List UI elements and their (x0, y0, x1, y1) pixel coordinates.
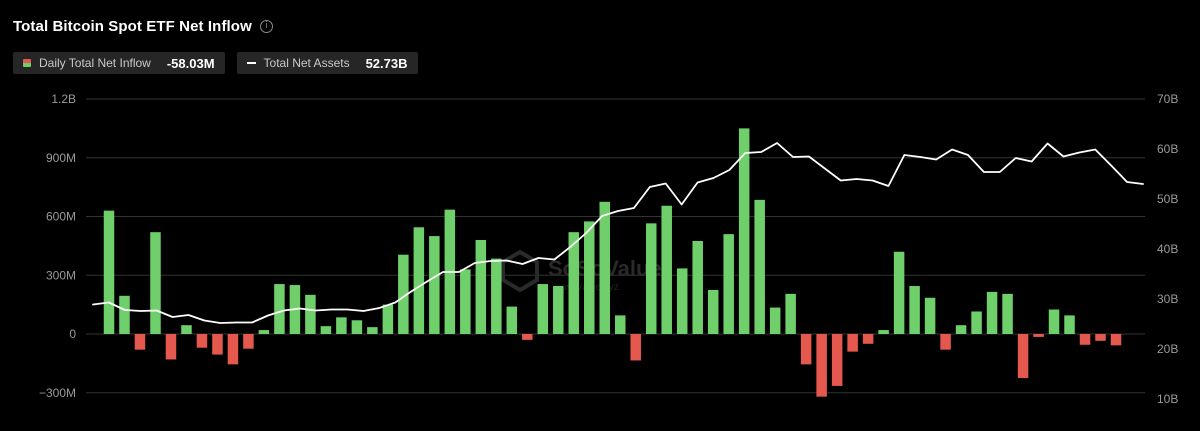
line-swatch-icon (246, 62, 256, 64)
left-tick-label: 600M (46, 210, 76, 224)
chart-header: Total Bitcoin Spot ETF Net Inflow i (13, 18, 273, 35)
inflow-bar[interactable] (553, 286, 564, 334)
right-tick-label: 20B (1157, 342, 1178, 356)
inflow-bar[interactable] (398, 254, 409, 334)
inflow-bar[interactable] (1033, 334, 1044, 337)
inflow-bar[interactable] (1110, 334, 1122, 346)
assets-line (92, 142, 1144, 324)
inflow-bar[interactable] (258, 330, 270, 334)
info-circle-icon[interactable]: i (259, 20, 273, 33)
inflow-bar[interactable] (336, 317, 347, 334)
inflow-bar[interactable] (940, 334, 951, 350)
inflow-bar[interactable] (367, 327, 378, 334)
right-tick-label: 10B (1157, 392, 1178, 406)
inflow-bar[interactable] (955, 325, 967, 334)
inflow-bar[interactable] (723, 234, 734, 335)
inflow-bar[interactable] (537, 284, 549, 334)
inflow-bar[interactable] (692, 240, 703, 334)
inflow-bar[interactable] (227, 334, 239, 365)
left-axis: 1.2B 900M 600M 300M 0 −300M (39, 92, 76, 400)
inflow-bar[interactable] (738, 128, 750, 335)
left-tick-label: 900M (46, 151, 76, 165)
inflow-bar[interactable] (196, 334, 208, 348)
inflow-bar[interactable] (351, 320, 363, 334)
inflow-bar[interactable] (986, 291, 998, 334)
right-tick-label: 40B (1157, 242, 1178, 256)
inflow-bar[interactable] (816, 334, 827, 397)
left-tick-label: 0 (69, 327, 76, 341)
inflow-bar[interactable] (181, 325, 192, 334)
inflow-bar[interactable] (1079, 334, 1091, 345)
legend-inflow-label: Daily Total Net Inflow (39, 56, 151, 70)
legend-assets-label: Total Net Assets (263, 56, 350, 70)
inflow-bar[interactable] (599, 201, 611, 334)
inflow-bar[interactable] (1002, 293, 1013, 334)
left-tick-label: 1.2B (51, 92, 76, 106)
inflow-bar[interactable] (212, 334, 223, 355)
legend-daily-inflow[interactable]: Daily Total Net Inflow -58.03M (13, 52, 225, 74)
inflow-bar[interactable] (878, 330, 889, 334)
inflow-bar[interactable] (584, 221, 595, 334)
inflow-bar[interactable] (150, 232, 161, 334)
right-tick-label: 30B (1157, 292, 1178, 306)
left-tick-label: 300M (46, 268, 76, 282)
inflow-bar[interactable] (475, 240, 487, 334)
inflow-bar[interactable] (909, 286, 920, 334)
inflow-bars (103, 128, 1122, 397)
inflow-bar[interactable] (320, 326, 332, 334)
inflow-bar[interactable] (769, 307, 781, 334)
inflow-bar[interactable] (413, 227, 425, 334)
legend-inflow-value: -58.03M (166, 55, 215, 71)
inflow-bar[interactable] (1017, 334, 1029, 379)
inflow-bar[interactable] (460, 269, 471, 335)
chart-title: Total Bitcoin Spot ETF Net Inflow (13, 18, 252, 35)
inflow-bar[interactable] (506, 306, 518, 334)
inflow-bar[interactable] (645, 223, 657, 334)
inflow-bar[interactable] (243, 334, 254, 349)
inflow-bar[interactable] (522, 334, 533, 340)
inflow-bar[interactable] (134, 334, 146, 350)
inflow-bar[interactable] (429, 236, 440, 334)
inflow-bar[interactable] (707, 289, 719, 334)
inflow-bar[interactable] (630, 334, 641, 361)
inflow-bar[interactable] (491, 258, 502, 334)
watermark-logo-icon (501, 249, 539, 293)
inflow-bar[interactable] (754, 199, 765, 334)
inflow-bar[interactable] (103, 210, 115, 335)
inflow-bar[interactable] (165, 334, 177, 360)
inflow-bar[interactable] (676, 268, 688, 334)
inflow-bar[interactable] (119, 295, 130, 334)
inflow-bar[interactable] (924, 297, 936, 334)
inflow-bar[interactable] (305, 294, 316, 334)
inflow-bar[interactable] (615, 315, 626, 334)
inflow-swatch-icon (23, 59, 31, 67)
inflow-bar[interactable] (568, 232, 580, 334)
inflow-bar[interactable] (661, 205, 672, 334)
inflow-bar[interactable] (1048, 309, 1060, 334)
left-tick-label: −300M (39, 386, 76, 400)
inflow-bar[interactable] (382, 304, 394, 335)
inflow-bar[interactable] (862, 334, 874, 344)
total-net-assets-line[interactable] (92, 142, 1144, 324)
inflow-bar[interactable] (785, 293, 796, 334)
inflow-bar[interactable] (1095, 334, 1106, 341)
legend: Daily Total Net Inflow -58.03M Total Net… (13, 52, 418, 74)
inflow-bar[interactable] (971, 311, 982, 334)
right-tick-label: 60B (1157, 142, 1178, 156)
inflow-bar[interactable] (800, 334, 812, 365)
right-tick-label: 50B (1157, 192, 1178, 206)
watermark: SoSoValue sosovalue.xyz (501, 249, 662, 293)
inflow-bar[interactable] (847, 334, 858, 352)
right-axis: 70B 60B 50B 40B 30B 20B 10B (1157, 92, 1178, 406)
legend-assets-value: 52.73B (365, 55, 408, 71)
inflow-bar[interactable] (893, 251, 905, 334)
inflow-bar[interactable] (274, 284, 285, 334)
inflow-bar[interactable] (831, 334, 843, 386)
right-tick-label: 70B (1157, 92, 1178, 106)
inflow-bar[interactable] (1064, 315, 1075, 334)
legend-total-assets[interactable]: Total Net Assets 52.73B (236, 52, 418, 74)
